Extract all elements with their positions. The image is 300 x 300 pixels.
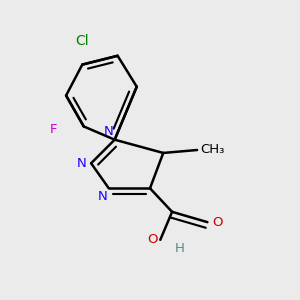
Text: N: N (103, 125, 113, 138)
Text: F: F (50, 123, 57, 136)
Text: N: N (77, 157, 87, 170)
Text: O: O (147, 233, 158, 246)
Text: Cl: Cl (76, 34, 89, 48)
Text: O: O (212, 216, 222, 229)
Text: CH₃: CH₃ (201, 143, 225, 157)
Text: N: N (98, 190, 107, 203)
Text: H: H (175, 242, 184, 254)
